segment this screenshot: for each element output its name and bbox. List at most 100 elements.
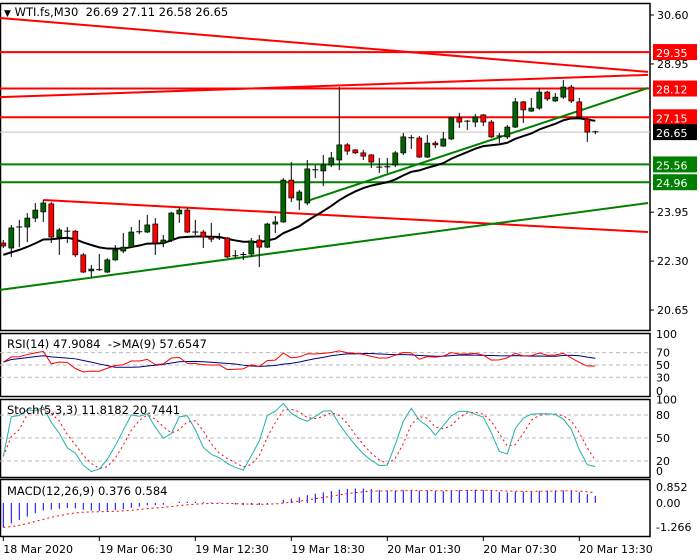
stoch-tick-label: 100 — [656, 394, 677, 407]
candle-bull — [400, 136, 407, 154]
current-price-tag: 26.65 — [656, 127, 688, 140]
main-panel — [0, 2, 651, 332]
rsi-tick-label: 50 — [656, 359, 670, 372]
candle-bull — [304, 168, 311, 204]
macd-tick-label: 0.852 — [656, 481, 688, 494]
ohlc-readout: 26.69 27.11 26.58 26.65 — [85, 5, 229, 19]
candle-bear — [544, 91, 551, 100]
candle-bull — [112, 249, 119, 261]
candle-bull — [32, 209, 39, 219]
candle-bull — [248, 240, 255, 255]
y-tick-label: 30.60 — [657, 9, 689, 22]
candle-bull — [424, 142, 431, 158]
candle-bull — [336, 144, 343, 161]
candle-bull — [320, 164, 327, 172]
support-trendline — [0, 201, 649, 291]
stoch-tick-label: 0 — [656, 465, 663, 478]
rsi-tick-label: 100 — [656, 328, 677, 341]
candle-bull — [264, 223, 271, 248]
stoch-tick-label: 80 — [656, 409, 670, 422]
candle-bear — [456, 117, 463, 123]
candle-bull — [328, 157, 335, 166]
candle-bear — [152, 223, 159, 244]
moving-average-line — [2, 117, 596, 256]
main-plot — [0, 16, 650, 291]
y-tick-label: 22.30 — [657, 255, 689, 268]
candle-bear — [368, 154, 375, 163]
resistance-trendline — [43, 199, 649, 234]
candle-bull — [88, 268, 95, 272]
stoch-panel — [0, 398, 651, 479]
resistance-price-tag: 28.12 — [656, 84, 688, 97]
candle-bear — [48, 203, 55, 238]
chart-header: ▼ WTI.fs,M30 26.69 27.11 26.58 26.65 — [4, 5, 228, 19]
candle-bear — [584, 118, 591, 133]
y-tick-label: 23.95 — [657, 206, 689, 219]
support-price-tag-bg — [653, 174, 697, 191]
candle-bull — [24, 217, 31, 228]
candle-bear — [344, 144, 351, 152]
stoch-main-line — [2, 402, 596, 473]
candle-bull — [504, 126, 511, 138]
stoch-tick-label: 20 — [656, 455, 670, 468]
macd-label: MACD(12,26,9) 0.376 0.584 — [7, 484, 168, 498]
x-tick-label: 20 Mar 01:30 — [387, 543, 460, 556]
x-tick-label: 19 Mar 18:30 — [291, 543, 364, 556]
candle-bull — [296, 191, 303, 201]
candle-bull — [440, 138, 447, 147]
candle-bear — [352, 149, 359, 154]
candle-bull — [528, 107, 535, 112]
x-tick-label: 20 Mar 07:30 — [483, 543, 556, 556]
candle-bear — [520, 101, 527, 111]
current-price-tag-bg — [653, 124, 697, 141]
resistance-price-tag-bg — [653, 109, 697, 126]
candle-bull — [560, 86, 567, 98]
candle-bear — [208, 236, 215, 240]
candle-bear — [184, 209, 191, 233]
stoch-tick-label: 50 — [656, 432, 670, 445]
y-tick-label: 28.95 — [657, 58, 689, 71]
candle-bull — [536, 91, 543, 109]
resistance-price-tag-bg — [653, 44, 697, 61]
macd-tick-label: -1.266 — [656, 521, 691, 534]
candle-bull — [168, 212, 175, 241]
macd-panel — [0, 478, 651, 538]
x-tick-label: 19 Mar 12:30 — [195, 543, 268, 556]
candle-bear — [200, 231, 207, 238]
candle-bear — [72, 230, 79, 256]
x-tick-label: 20 Mar 13:30 — [579, 543, 652, 556]
candle-bull — [8, 227, 15, 249]
rsi-ma-line — [3, 352, 596, 368]
candle-bull — [280, 179, 287, 223]
resistance-price-tag: 29.35 — [656, 47, 688, 60]
candle-bull — [448, 117, 455, 140]
candle-bear — [224, 237, 231, 258]
x-tick-label: 18 Mar 2020 — [3, 543, 73, 556]
symbol-label: WTI.fs,M30 — [14, 5, 79, 19]
candle-bear — [416, 137, 423, 158]
rsi-line — [3, 350, 596, 373]
support-price-tag: 24.96 — [656, 177, 688, 190]
stoch-label: Stoch(5,3,3) 11.8182 20.7441 — [7, 403, 181, 417]
candle-bear — [360, 152, 367, 157]
macd-signal-line — [3, 489, 596, 528]
candle-bear — [288, 179, 295, 199]
rsi-tick-label: 70 — [656, 347, 670, 360]
candle-bear — [0, 242, 7, 247]
candle-bull — [472, 116, 479, 123]
dropdown-arrow-icon[interactable]: ▼ — [4, 9, 11, 19]
candle-bull — [160, 239, 167, 244]
y-tick-label: 20.65 — [657, 304, 689, 317]
resistance-trendline — [0, 16, 649, 73]
candle-bull — [176, 209, 183, 215]
support-price-tag-bg — [653, 156, 697, 173]
macd-tick-label: 0.00 — [656, 497, 681, 510]
candle-bull — [272, 221, 279, 225]
stoch-signal-line — [2, 408, 596, 470]
candle-bull — [392, 152, 399, 166]
candle-bear — [432, 142, 439, 146]
x-tick-label: 19 Mar 06:30 — [99, 543, 172, 556]
candle-bull — [120, 246, 127, 252]
